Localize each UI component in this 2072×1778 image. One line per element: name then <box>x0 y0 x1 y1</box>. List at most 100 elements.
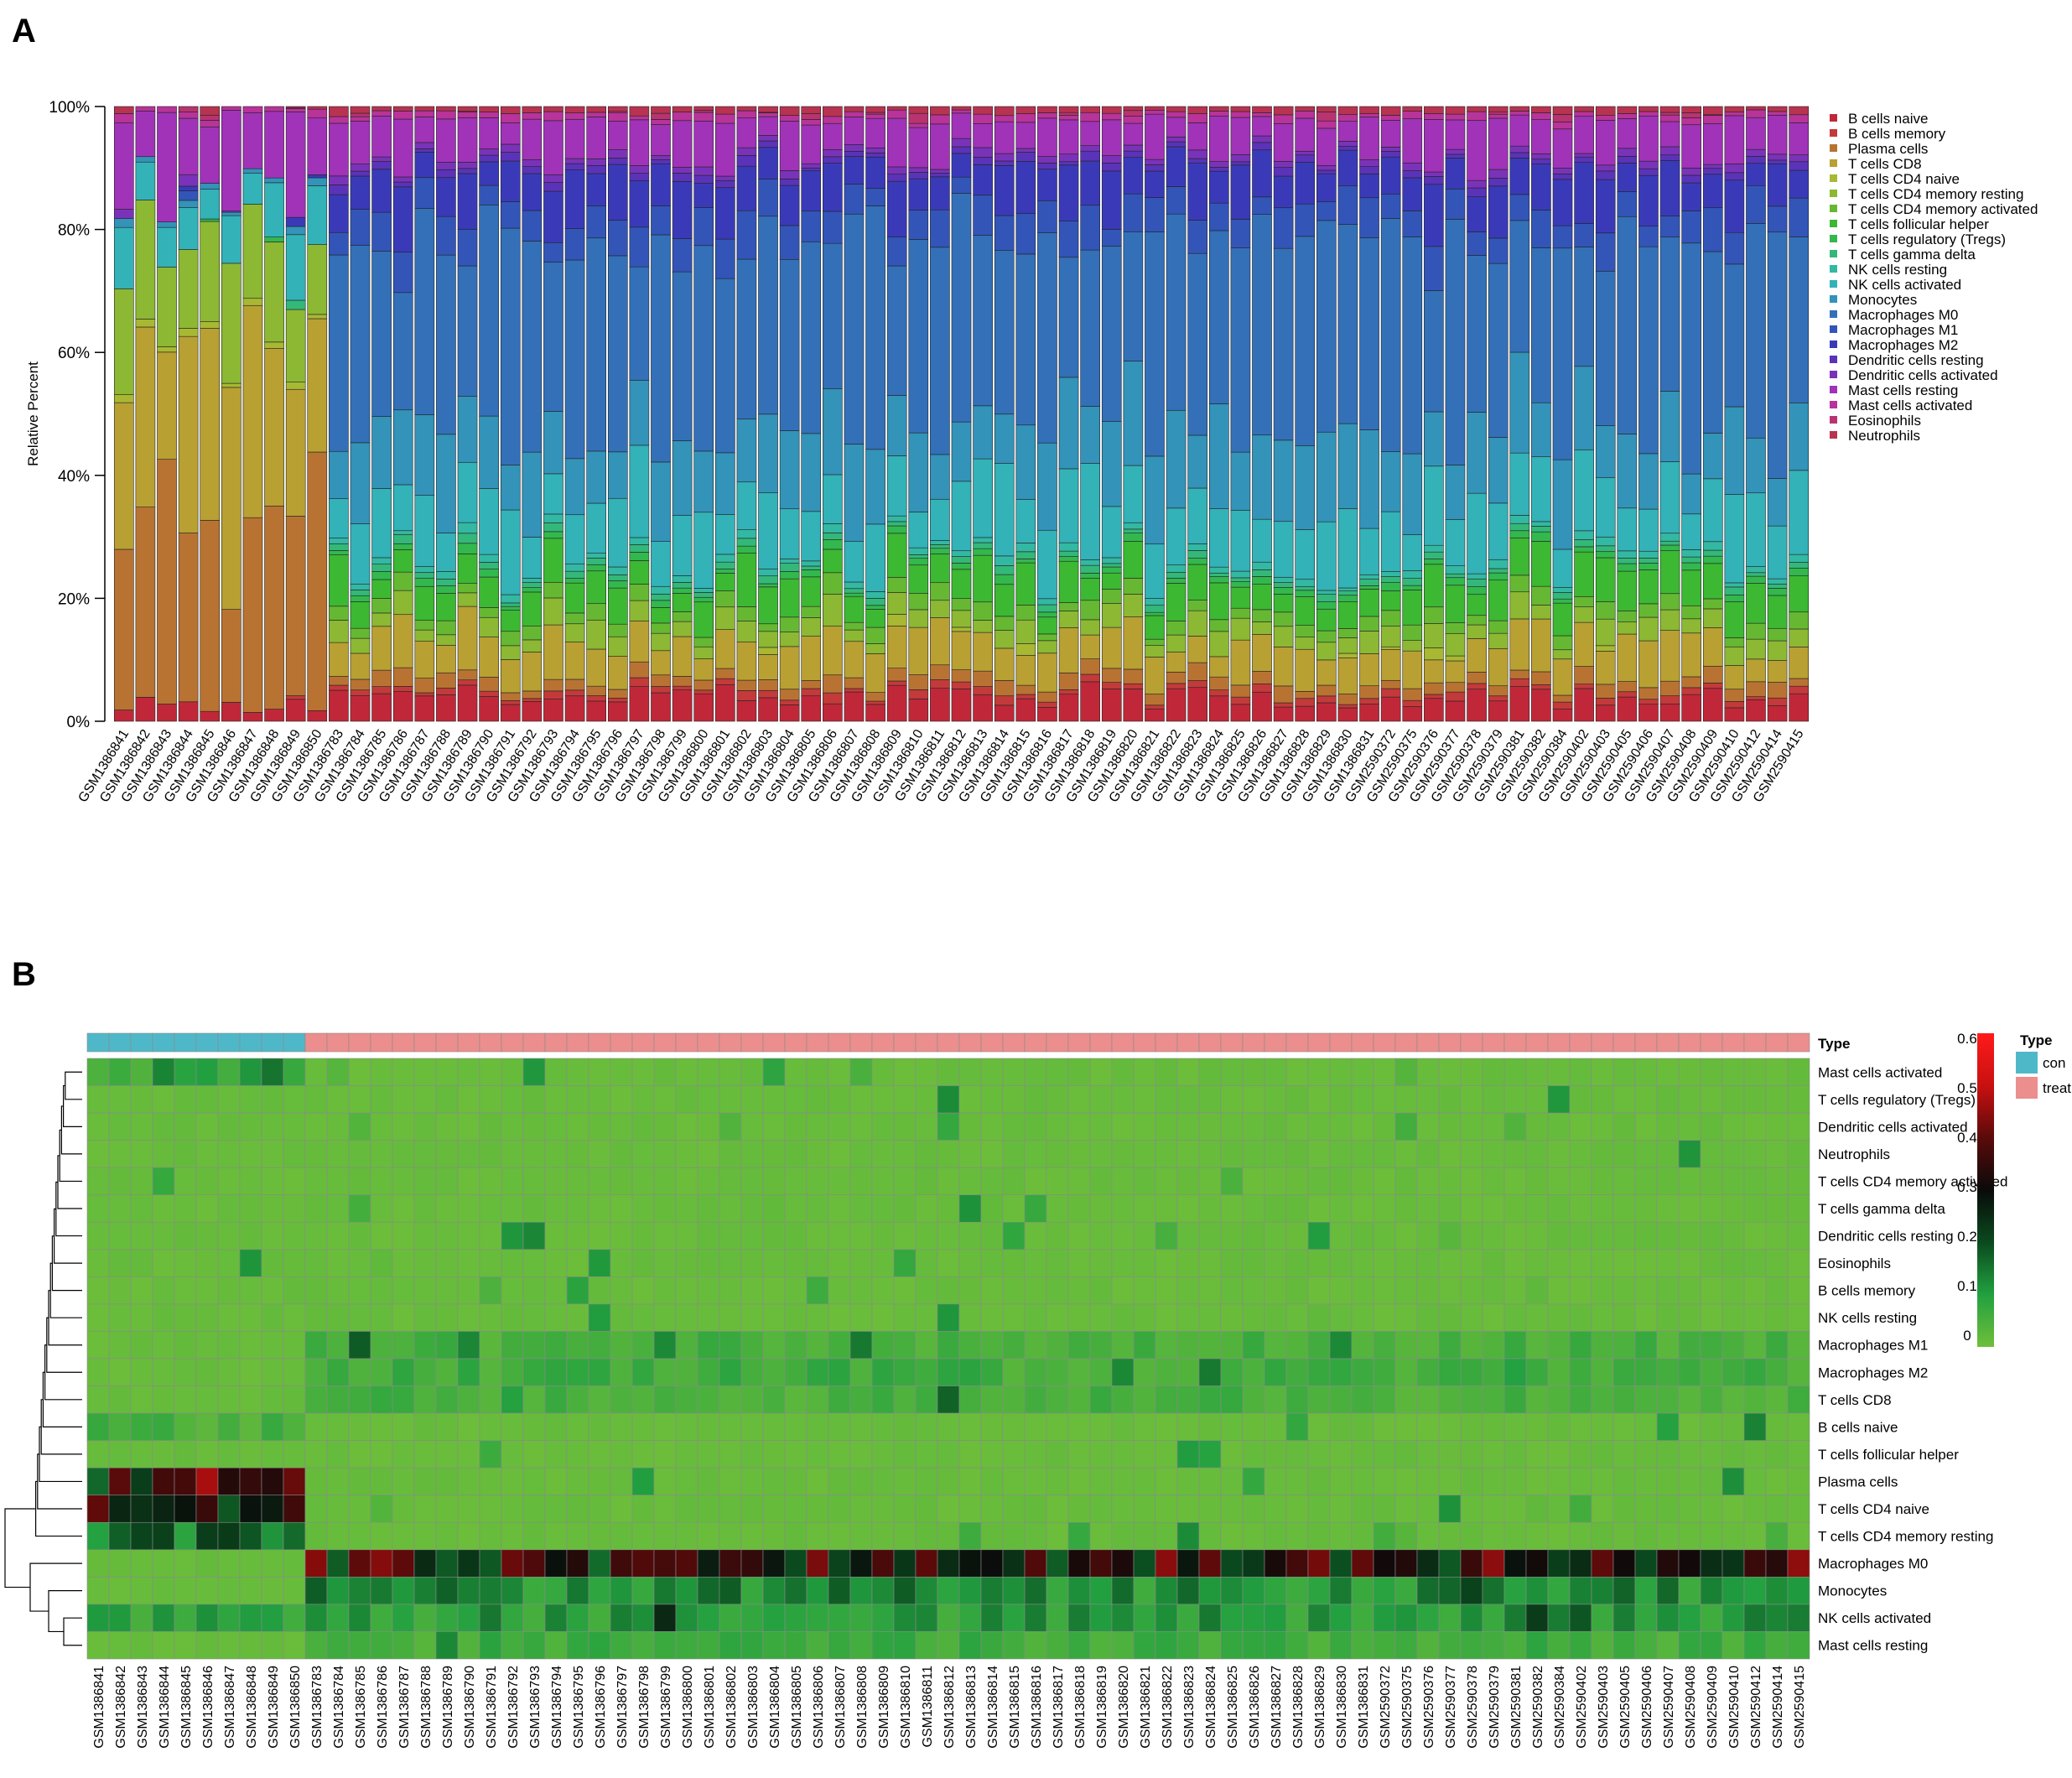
bar-segment <box>1273 207 1294 249</box>
bar-segment <box>973 123 993 148</box>
heatmap-cell <box>980 1467 1004 1496</box>
heatmap-cell <box>544 1194 568 1223</box>
heatmap-cell <box>1133 1385 1156 1414</box>
column-label: GSM1386850 <box>288 1666 303 1749</box>
bar-segment <box>457 265 478 397</box>
heatmap-cell <box>1787 1385 1810 1414</box>
bar-segment <box>1230 581 1251 588</box>
heatmap-cell <box>893 1521 917 1551</box>
heatmap-cell <box>1569 1221 1592 1250</box>
heatmap-cell <box>1460 1058 1483 1086</box>
bar-segment <box>930 554 950 584</box>
bar-segment <box>886 180 907 237</box>
heatmap-cell <box>610 1249 633 1277</box>
bar-segment <box>457 112 478 118</box>
bar-segment <box>242 173 263 205</box>
heatmap-cell <box>1002 1604 1026 1632</box>
bar-segment <box>329 254 349 452</box>
heatmap-cell <box>86 1194 110 1223</box>
bar-segment <box>1316 173 1337 202</box>
heatmap-cell <box>1743 1167 1767 1196</box>
heatmap-cell <box>1351 1412 1374 1441</box>
heatmap-cell <box>370 1412 393 1441</box>
heatmap-cell <box>1394 1631 1418 1660</box>
heatmap-cell <box>413 1412 437 1441</box>
bar-segment <box>564 458 585 516</box>
heatmap-cell <box>566 1358 589 1386</box>
bar-segment <box>522 537 543 579</box>
bar-segment <box>1746 699 1766 722</box>
heatmap-cell <box>370 1467 393 1496</box>
heatmap-cell <box>1133 1167 1156 1196</box>
heatmap-cell <box>304 1140 328 1168</box>
bar-segment <box>1724 115 1745 164</box>
heatmap-cell <box>501 1549 524 1578</box>
heatmap-cell <box>392 1194 415 1223</box>
bar-segment <box>1359 616 1379 632</box>
bar-segment <box>436 634 456 646</box>
bar-segment <box>1166 672 1187 684</box>
heatmap-cell <box>326 1303 350 1332</box>
heatmap-cell <box>348 1249 371 1277</box>
legend-label: Dendritic cells resting <box>1848 352 1984 368</box>
heatmap-cell <box>1111 1085 1135 1114</box>
heatmap-cell <box>130 1085 153 1114</box>
legend-swatch <box>1830 205 1837 212</box>
bar-segment <box>1574 688 1594 722</box>
heatmap-cell <box>1220 1085 1244 1114</box>
heatmap-cell <box>1155 1167 1178 1196</box>
heatmap-cell <box>1002 1331 1026 1359</box>
heatmap-cell <box>130 1467 153 1496</box>
heatmap-cell <box>871 1604 895 1632</box>
heatmap-cell <box>958 1058 982 1086</box>
heatmap-cell <box>217 1604 241 1632</box>
heatmap-cell <box>130 1221 153 1250</box>
heatmap-cell <box>1569 1495 1592 1523</box>
heatmap-cell <box>719 1412 742 1441</box>
heatmap-cell <box>1046 1276 1069 1305</box>
heatmap-cell <box>1743 1276 1767 1305</box>
heatmap-cell <box>893 1549 917 1578</box>
bar-segment <box>779 689 800 701</box>
heatmap-cell <box>893 1385 917 1414</box>
bar-segment <box>1208 619 1229 632</box>
bar-segment <box>522 106 543 113</box>
heatmap-cell <box>653 1604 677 1632</box>
bar-segment <box>1638 508 1659 552</box>
legend-swatch <box>1830 114 1837 122</box>
bar-segment <box>1337 601 1358 629</box>
heatmap-cell <box>522 1412 546 1441</box>
heatmap-cell <box>784 1058 808 1086</box>
bar-segment <box>1595 684 1616 699</box>
bar-segment <box>973 548 993 556</box>
bar-segment <box>500 201 521 229</box>
bar-segment <box>1359 197 1379 238</box>
bar-segment <box>1509 220 1530 353</box>
heatmap-cell <box>1569 1521 1592 1551</box>
heatmap-cell <box>130 1521 153 1551</box>
heatmap-cell <box>1765 1604 1789 1632</box>
heatmap-cell <box>1155 1140 1178 1168</box>
bar-segment <box>1424 184 1444 247</box>
bar-segment <box>1617 156 1638 164</box>
bar-segment <box>436 162 456 170</box>
heatmap-cell <box>1089 1085 1113 1114</box>
bar-segment <box>629 661 650 678</box>
bar-segment <box>457 606 478 671</box>
bar-segment <box>1617 681 1638 693</box>
bar-segment <box>672 582 693 589</box>
bar-segment <box>285 516 306 696</box>
bar-segment <box>886 265 907 396</box>
annotation-cell <box>435 1032 459 1053</box>
bar-segment <box>823 388 843 476</box>
bar-segment <box>285 216 306 227</box>
bar-segment <box>1467 111 1487 121</box>
heatmap-cell <box>413 1495 437 1523</box>
bar-segment <box>500 113 521 123</box>
bar-segment <box>1424 106 1444 114</box>
bar-segment <box>564 563 585 572</box>
bar-segment <box>329 554 349 607</box>
heatmap-cell <box>1111 1167 1135 1196</box>
heatmap-cell <box>1721 1058 1745 1086</box>
